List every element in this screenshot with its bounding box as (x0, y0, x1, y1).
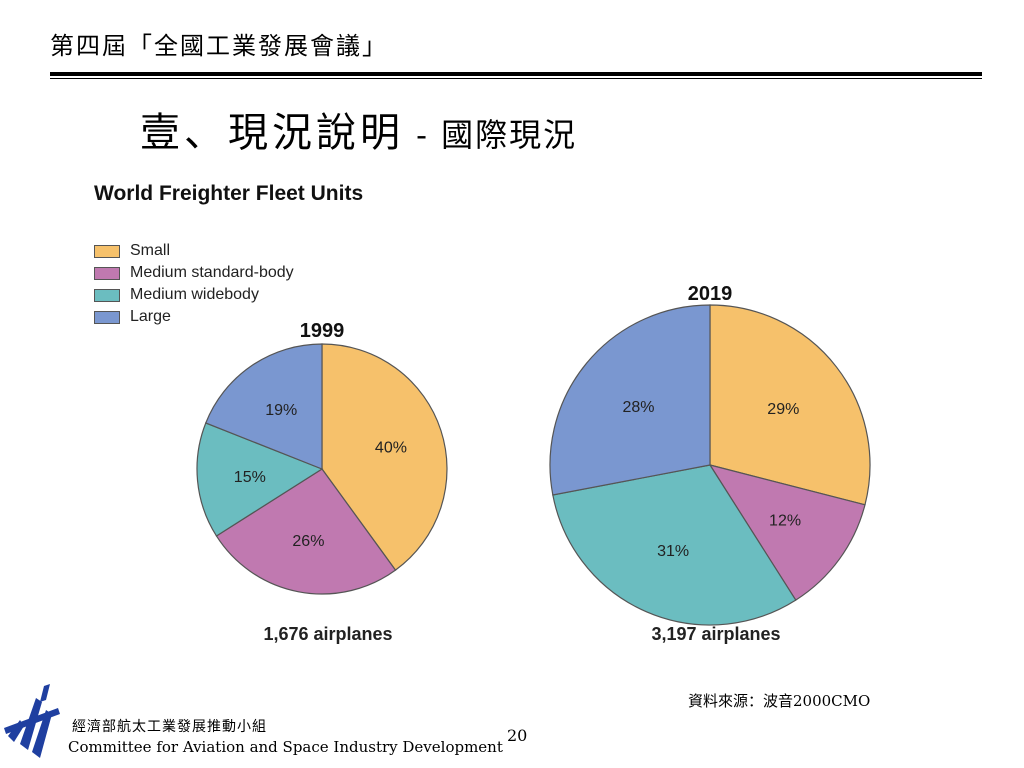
committee-logo (4, 684, 60, 758)
org-name-chinese: 經濟部航太工業發展推動小組 (72, 719, 267, 735)
legend-swatch-medium-standard-body (94, 266, 120, 280)
pie-1999-slice-medium-standard-body (215, 468, 397, 595)
legend-item-medium-standard-body: Medium standard-body (94, 262, 294, 284)
org-name-english: Committee for Aviation and Space Industr… (68, 738, 503, 756)
slide-title: 壹、現況說明 - 國際現況 (140, 100, 577, 158)
pie-1999-label-large: 19% (265, 402, 297, 419)
legend-label-small: Small (130, 242, 171, 259)
pie-2019-slice-medium-widebody (552, 464, 797, 626)
legend-item-large: Large (94, 306, 294, 328)
pie-1999-slice-medium-widebody (196, 422, 324, 537)
legend-label-medium-widebody: Medium widebody (130, 286, 259, 303)
slide-title-separator: - (404, 116, 442, 154)
pie-2019-caption: 3,197 airplanes (651, 624, 780, 644)
pie-1999-title: 1999 (300, 320, 345, 342)
pie-1999-slice-small (321, 343, 448, 571)
pie-2019-slice-medium-standard-body (708, 464, 866, 601)
pie-2019-title: 2019 (688, 283, 733, 305)
legend-item-small: Small (94, 240, 294, 262)
header-title: 第四屆「全國工業發展會議」 (50, 32, 388, 60)
pie-2019-slice-large (549, 304, 711, 496)
pie-2019-label-medium-widebody: 31% (657, 543, 689, 560)
pie-2019-label-large: 28% (622, 399, 654, 416)
page-number: 20 (507, 726, 528, 745)
legend-label-medium-standard-body: Medium standard-body (130, 264, 294, 281)
legend-label-large: Large (130, 308, 171, 325)
header-rule-thick (50, 72, 982, 76)
slide-title-sub: 國際現況 (441, 116, 578, 154)
chart-title: World Freighter Fleet Units (94, 182, 364, 205)
pie-1999-label-small: 40% (375, 440, 407, 457)
source-note: 資料來源：波音2000CMO (688, 692, 871, 710)
pie-1999-label-medium-widebody: 15% (234, 469, 266, 486)
pie-2019-label-small: 29% (767, 401, 799, 418)
legend-swatch-medium-widebody (94, 288, 120, 302)
pie-1999-slice-large (204, 343, 323, 470)
pie-2019-label-medium-standard-body: 12% (769, 513, 801, 530)
chart-legend: Small Medium standard-body Medium widebo… (94, 240, 294, 328)
pie-1999-label-medium-standard-body: 26% (292, 533, 324, 550)
slide-title-main: 壹、現況說明 (140, 110, 404, 156)
legend-swatch-large (94, 310, 120, 324)
legend-swatch-small (94, 244, 120, 258)
legend-item-medium-widebody: Medium widebody (94, 284, 294, 306)
pie-2019-slice-small (709, 304, 871, 506)
header-rule-thin (50, 78, 982, 79)
pie-1999-caption: 1,676 airplanes (263, 624, 392, 644)
